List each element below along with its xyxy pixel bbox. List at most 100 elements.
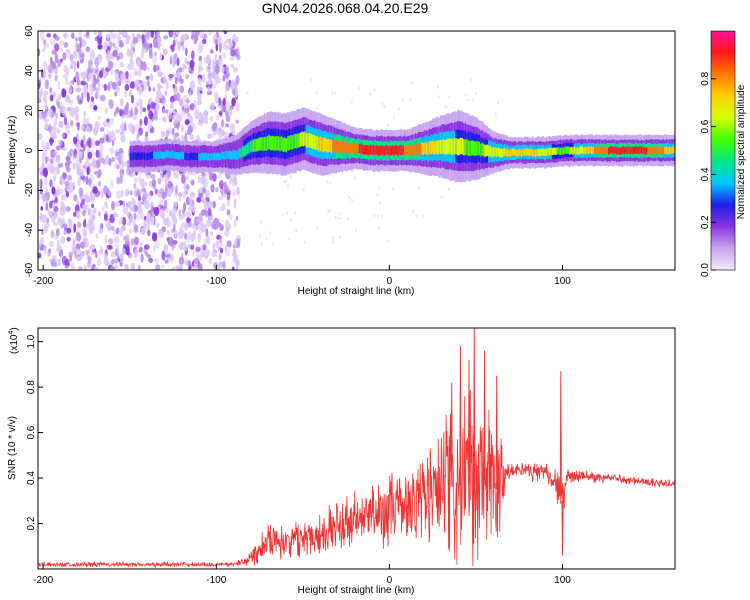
noise-speck	[185, 73, 190, 80]
noise-speck	[90, 251, 95, 256]
signal-cell	[305, 133, 308, 148]
signal-cell	[511, 148, 513, 156]
noise-speck	[287, 183, 289, 187]
noise-speck	[75, 153, 79, 162]
noise-speck	[210, 231, 213, 236]
colorbar-tick-label: 0.6	[700, 119, 711, 133]
noise-speck	[145, 75, 150, 80]
y-tick-label: 0.4	[26, 471, 37, 485]
noise-speck	[139, 209, 144, 214]
noise-speck	[117, 52, 124, 60]
noise-speck	[289, 175, 292, 178]
noise-speck	[160, 264, 165, 269]
signal-cell	[562, 147, 565, 155]
noise-speck	[97, 115, 101, 121]
noise-speck	[261, 242, 264, 246]
noise-speck	[102, 69, 108, 79]
noise-speck	[151, 232, 158, 242]
signal-cell	[154, 151, 157, 159]
signal-cell	[439, 139, 442, 154]
noise-speck	[98, 56, 102, 64]
noise-speck	[92, 211, 96, 216]
noise-speck	[185, 98, 190, 104]
noise-speck	[98, 180, 101, 187]
noise-speck	[392, 187, 394, 191]
noise-speck	[148, 47, 153, 54]
noise-speck	[76, 60, 80, 69]
signal-cell	[626, 146, 629, 154]
noise-speck	[69, 99, 74, 106]
noise-speck	[217, 78, 222, 83]
noise-speck	[184, 132, 188, 141]
noise-speck	[186, 217, 191, 224]
noise-speck	[326, 180, 329, 184]
signal-cell	[419, 142, 422, 155]
signal-cell	[555, 147, 557, 155]
signal-cell	[572, 147, 574, 155]
signal-cell	[513, 148, 515, 156]
signal-cell	[212, 153, 214, 161]
noise-speck	[133, 212, 137, 221]
noise-speck	[153, 206, 160, 217]
signal-cell	[301, 131, 303, 146]
noise-speck	[148, 86, 151, 92]
noise-speck	[201, 74, 206, 84]
signal-cell	[224, 150, 227, 159]
signal-cell	[446, 139, 448, 155]
signal-cell	[421, 142, 423, 154]
noise-speck	[62, 74, 66, 79]
snr-peak	[561, 500, 564, 556]
signal-cell	[614, 146, 616, 154]
signal-cell	[399, 145, 401, 155]
noise-speck	[87, 177, 92, 187]
signal-cell	[463, 139, 465, 156]
noise-speck	[387, 239, 390, 243]
signal-cell	[153, 151, 155, 159]
noise-speck	[90, 196, 95, 203]
noise-speck	[212, 58, 215, 63]
signal-cell	[522, 148, 524, 156]
signal-cell	[499, 148, 501, 158]
noise-speck	[85, 175, 89, 186]
signal-cell	[199, 153, 202, 161]
noise-speck	[235, 216, 239, 221]
noise-speck	[143, 190, 148, 200]
noise-speck	[40, 37, 46, 43]
noise-speck	[232, 34, 237, 43]
noise-speck	[52, 202, 55, 210]
noise-speck	[94, 140, 101, 146]
noise-speck	[132, 197, 135, 203]
signal-cell	[280, 136, 283, 151]
noise-speck	[124, 88, 127, 98]
noise-speck	[50, 38, 56, 46]
signal-cell	[136, 153, 138, 161]
noise-speck	[38, 132, 43, 141]
noise-speck	[208, 31, 212, 36]
spectrogram-y-label: Frequency (Hz)	[7, 116, 18, 185]
signal-cell	[587, 146, 590, 154]
noise-speck	[331, 240, 334, 244]
noise-speck	[182, 64, 188, 70]
signal-cell	[550, 147, 552, 155]
noise-speck	[196, 252, 199, 260]
signal-cell	[173, 151, 175, 159]
noise-speck	[41, 140, 45, 150]
signal-cell	[252, 139, 255, 152]
noise-speck	[41, 228, 44, 236]
snr-frame	[37, 327, 676, 570]
snr-y-label: SNR (10 * v/v)	[7, 416, 18, 480]
signal-cell	[598, 147, 601, 155]
noise-speck	[75, 146, 81, 152]
noise-speck	[58, 258, 61, 266]
noise-speck	[125, 246, 130, 256]
noise-speck	[208, 257, 213, 265]
noise-speck	[40, 111, 45, 116]
noise-speck	[89, 101, 94, 109]
noise-speck	[82, 135, 86, 143]
noise-speck	[56, 228, 60, 237]
signal-cell	[382, 145, 384, 156]
noise-speck	[46, 163, 52, 172]
noise-speck	[59, 255, 63, 260]
noise-speck	[155, 65, 158, 70]
noise-speck	[106, 244, 113, 250]
